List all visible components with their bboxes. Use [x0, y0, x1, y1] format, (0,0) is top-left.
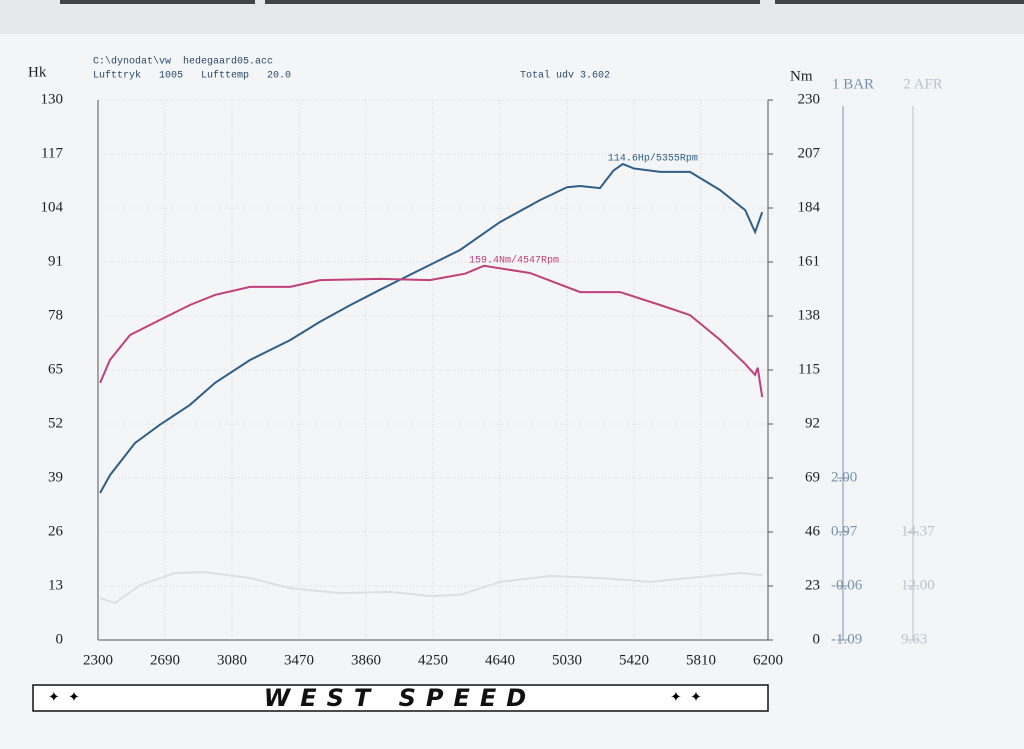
scan-edge [60, 0, 255, 4]
y2-tick-label: 115 [798, 361, 820, 377]
y2-tick-label: 161 [798, 253, 821, 269]
extra-tick-label: 0.97 [831, 523, 858, 539]
x-tick-label: 4640 [485, 652, 515, 668]
y2-tick-label: 69 [805, 469, 820, 485]
y2-tick-label: 0 [813, 631, 821, 647]
extra-axis-name: 1 BAR [832, 76, 874, 92]
total: Total udv 3.602 [520, 70, 610, 82]
x-tick-label: 5810 [686, 652, 716, 668]
y-tick-label: 13 [48, 577, 63, 593]
logo-star: ✦ ✦ [670, 691, 702, 707]
y-tick-label: 78 [48, 307, 63, 323]
x-tick-label: 4250 [418, 652, 448, 668]
y-tick-label: 130 [41, 91, 64, 107]
y2-tick-label: 23 [805, 577, 820, 593]
y2-tick-label: 184 [798, 199, 821, 215]
y2-tick-label: 138 [798, 307, 821, 323]
peak-label: 159.4Nm/4547Rpm [469, 254, 559, 266]
x-tick-label: 6200 [753, 652, 783, 668]
logo-star: ✦ ✦ [48, 691, 80, 707]
y-tick-label: 104 [41, 199, 64, 215]
series-line [99, 162, 764, 494]
y2-tick-label: 207 [798, 145, 821, 161]
y-tick-label: 26 [48, 523, 64, 539]
y2-tick-label: 230 [798, 91, 821, 107]
extra-tick-label: -1.09 [831, 631, 862, 647]
file-name: C:\dynodat\vw hedegaard05.acc [93, 56, 273, 68]
x-tick-label: 3860 [351, 652, 381, 668]
y-tick-label: 65 [48, 361, 63, 377]
extra-tick-label: 9.63 [901, 631, 927, 647]
scan-edge [265, 0, 760, 4]
extra-axis-name: 2 AFR [903, 76, 943, 92]
plot: 2300 2690 3080 3470 3860 4250 4640 5030 5420 5810… [41, 76, 943, 668]
extra-tick-label: 12.00 [901, 577, 935, 593]
y-tick-label: 39 [48, 469, 63, 485]
x-tick-label: 3080 [217, 652, 247, 668]
y-axis-label: Hk [28, 64, 47, 80]
x-tick-label: 3470 [284, 652, 314, 668]
extra-tick-label: 2.00 [831, 469, 857, 485]
y-tick-label: 52 [48, 415, 63, 431]
y-tick-label: 91 [48, 253, 63, 269]
x-tick-label: 2300 [83, 652, 113, 668]
conditions: Lufttryk 1005 Lufttemp 20.0 [93, 70, 291, 82]
x-tick-label: 2690 [150, 652, 180, 668]
y2-axis-label: Nm [790, 68, 813, 84]
peak-label: 114.6Hp/5355Rpm [608, 153, 698, 165]
series-line [99, 571, 763, 605]
logo-box [32, 684, 769, 712]
y-tick-label: 117 [41, 145, 63, 161]
extra-tick-label: -0.06 [831, 577, 863, 593]
y-tick-label: 0 [56, 631, 64, 647]
extra-tick-label: 14.37 [901, 523, 935, 539]
y2-tick-label: 92 [805, 415, 820, 431]
scan-edge [775, 0, 1024, 4]
series-line [99, 264, 764, 398]
x-tick-label: 5030 [552, 652, 582, 668]
x-tick-label: 5420 [619, 652, 649, 668]
scan-strip [0, 0, 1024, 34]
y2-tick-label: 46 [805, 523, 821, 539]
logo: WEST SPEED [264, 684, 536, 712]
